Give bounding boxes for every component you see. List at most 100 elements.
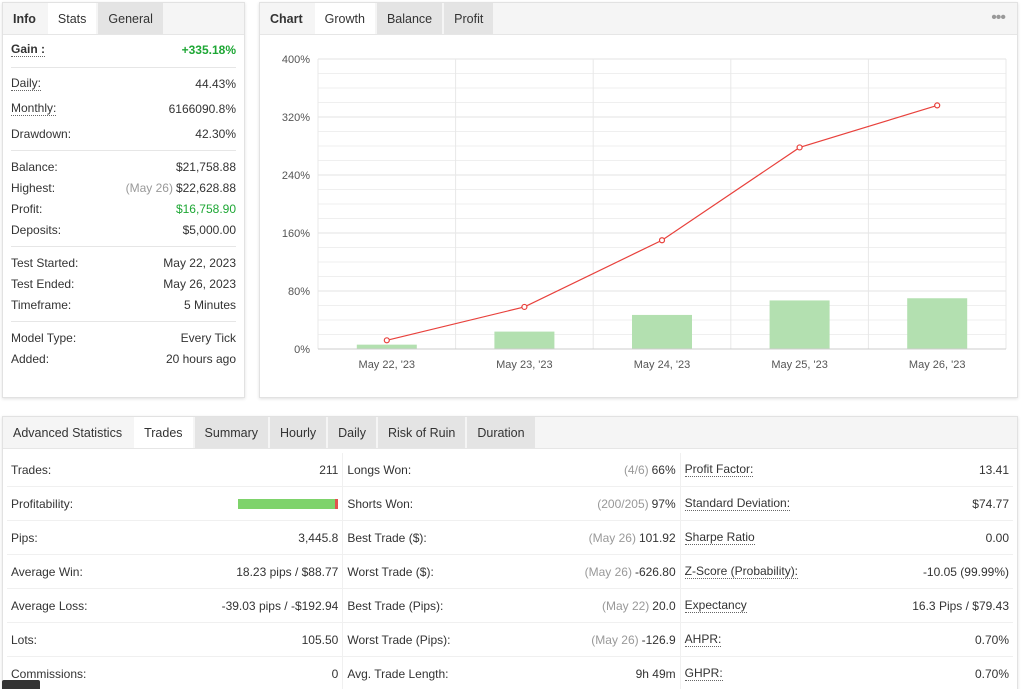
gain-label[interactable]: Gain : <box>11 42 46 57</box>
pips-row: Pips: 3,445.8 <box>7 521 344 555</box>
average-win-row: Average Win: 18.23 pips / $88.77 <box>7 555 344 589</box>
worst-trade-usd-label: Worst Trade ($): <box>347 564 434 579</box>
test-ended-row: Test Ended: May 26, 2023 <box>11 273 236 294</box>
tab-advanced-statistics[interactable]: Advanced Statistics <box>3 417 135 448</box>
x-tick-label: May 24, '23 <box>634 359 691 371</box>
tab-growth[interactable]: Growth <box>314 3 377 34</box>
z-score-value: -10.05 (99.99%) <box>922 564 1009 579</box>
chart-tabbar: Chart Growth Balance Profit ••• <box>260 3 1017 35</box>
scroll-to-top-tab[interactable] <box>2 680 40 689</box>
standard-deviation-label[interactable]: Standard Deviation: <box>684 495 791 511</box>
profit-value: $16,758.90 <box>175 201 236 216</box>
deposits-value: $5,000.00 <box>182 222 236 237</box>
y-tick-label: 80% <box>288 286 310 298</box>
info-panel: Info Stats General Gain : +335.18% Daily… <box>2 2 245 398</box>
sharpe-ratio-row: Sharpe Ratio 0.00 <box>680 521 1013 555</box>
model-type-value: Every Tick <box>180 330 236 345</box>
timeframe-label: Timeframe: <box>11 297 72 312</box>
ahpr-value: 0.70% <box>974 632 1009 647</box>
profitability-bar-loss <box>335 498 339 509</box>
tab-summary[interactable]: Summary <box>194 417 271 448</box>
model-type-label: Model Type: <box>11 330 77 345</box>
highest-date: (May 26) <box>125 180 173 195</box>
trades-row: Trades: 211 <box>7 453 344 487</box>
highest-label: Highest: <box>11 180 56 195</box>
advanced-grid: Trades: 211 Profitability: Pips: 3,445.8… <box>3 449 1017 689</box>
highest-value: $22,628.88 <box>175 180 236 195</box>
y-tick-label: 160% <box>282 228 310 240</box>
z-score-label[interactable]: Z-Score (Probability): <box>684 563 799 579</box>
tab-general[interactable]: General <box>98 3 165 34</box>
deposits-label: Deposits: <box>11 222 62 237</box>
best-trade-usd-row: Best Trade ($): (May 26) 101.92 <box>343 521 681 555</box>
average-loss-label: Average Loss: <box>11 598 88 613</box>
added-label: Added: <box>11 351 50 366</box>
ahpr-label[interactable]: AHPR: <box>684 631 722 647</box>
shorts-won-label: Shorts Won: <box>347 496 414 511</box>
tab-risk-of-ruin[interactable]: Risk of Ruin <box>377 417 468 448</box>
tab-profit[interactable]: Profit <box>444 3 496 34</box>
tab-info[interactable]: Info <box>3 3 48 34</box>
expectancy-value: 16.3 Pips / $79.43 <box>912 598 1009 613</box>
avg-trade-length-label: Avg. Trade Length: <box>347 666 449 681</box>
x-tick-label: May 23, '23 <box>496 359 553 371</box>
best-trade-pips-value: 20.0 <box>652 598 676 613</box>
daily-label[interactable]: Daily: <box>11 75 42 91</box>
advanced-statistics-panel: Advanced Statistics Trades Summary Hourl… <box>2 416 1018 689</box>
expectancy-label[interactable]: Expectancy <box>684 597 747 613</box>
longs-won-row: Longs Won: (4/6) 66% <box>343 453 681 487</box>
tab-daily[interactable]: Daily <box>328 417 378 448</box>
info-tabbar: Info Stats General <box>3 3 244 35</box>
highest-row: Highest: (May 26) $22,628.88 <box>11 177 236 198</box>
commissions-value: 0 <box>331 666 339 681</box>
worst-trade-pips-row: Worst Trade (Pips): (May 26) -126.9 <box>343 623 681 657</box>
tab-stats[interactable]: Stats <box>47 3 99 34</box>
worst-trade-usd-value: -626.80 <box>634 564 676 579</box>
pips-value: 3,445.8 <box>298 530 339 545</box>
shorts-won-value: 97% <box>651 496 676 511</box>
longs-won-label: Longs Won: <box>347 462 412 477</box>
best-trade-pips-row: Best Trade (Pips): (May 22) 20.0 <box>343 589 681 623</box>
more-dots-icon[interactable]: ••• <box>991 9 1006 26</box>
profit-factor-value: 13.41 <box>978 462 1009 477</box>
added-row: Added: 20 hours ago <box>11 348 236 369</box>
drawdown-value: 42.30% <box>195 126 236 141</box>
average-loss-row: Average Loss: -39.03 pips / -$192.94 <box>7 589 344 623</box>
sharpe-ratio-label[interactable]: Sharpe Ratio <box>684 529 755 545</box>
shorts-won-row: Shorts Won: (200/205) 97% <box>343 487 681 521</box>
longs-won-ratio: (4/6) <box>623 462 649 477</box>
tab-trades[interactable]: Trades <box>134 417 195 448</box>
trades-label: Trades: <box>11 462 52 477</box>
longs-won-value: 66% <box>651 462 676 477</box>
tab-balance[interactable]: Balance <box>376 3 445 34</box>
timeframe-row: Timeframe: 5 Minutes <box>11 294 236 315</box>
monthly-label[interactable]: Monthly: <box>11 100 57 116</box>
ghpr-row: GHPR: 0.70% <box>681 657 1013 689</box>
tab-chart[interactable]: Chart <box>260 3 315 34</box>
worst-trade-pips-label: Worst Trade (Pips): <box>347 632 451 647</box>
timeframe-value: 5 Minutes <box>183 297 236 312</box>
drawdown-label: Drawdown: <box>11 126 72 141</box>
ghpr-label[interactable]: GHPR: <box>684 665 723 681</box>
ghpr-value: 0.70% <box>974 666 1009 681</box>
test-started-value: May 22, 2023 <box>163 255 236 270</box>
test-started-row: Test Started: May 22, 2023 <box>11 252 236 273</box>
model-type-row: Model Type: Every Tick <box>11 327 236 348</box>
commissions-row: Commissions: 0 <box>7 657 344 689</box>
growth-chart: 0% 80% 160% 240% 320% 400% May 22, '23 May 23, … <box>282 54 1007 371</box>
bar <box>769 300 830 349</box>
best-trade-pips-label: Best Trade (Pips): <box>347 598 444 613</box>
daily-row: Daily: 44.43% <box>11 73 236 94</box>
profitability-row: Profitability: <box>7 487 344 521</box>
profit-factor-label[interactable]: Profit Factor: <box>684 461 754 477</box>
tab-duration[interactable]: Duration <box>467 417 537 448</box>
trades-value: 211 <box>319 462 339 477</box>
profitability-bar <box>238 498 339 509</box>
tab-hourly[interactable]: Hourly <box>270 417 329 448</box>
growth-point <box>796 144 803 151</box>
stats-column-2: Longs Won: (4/6) 66% Shorts Won: (200/205… <box>343 453 681 689</box>
avg-trade-length-value: 9h 49m <box>635 666 676 681</box>
growth-point <box>658 237 666 244</box>
drawdown-row: Drawdown: 42.30% <box>11 123 236 144</box>
chart-panel: Chart Growth Balance Profit ••• 0% 80% 160… <box>259 2 1018 398</box>
